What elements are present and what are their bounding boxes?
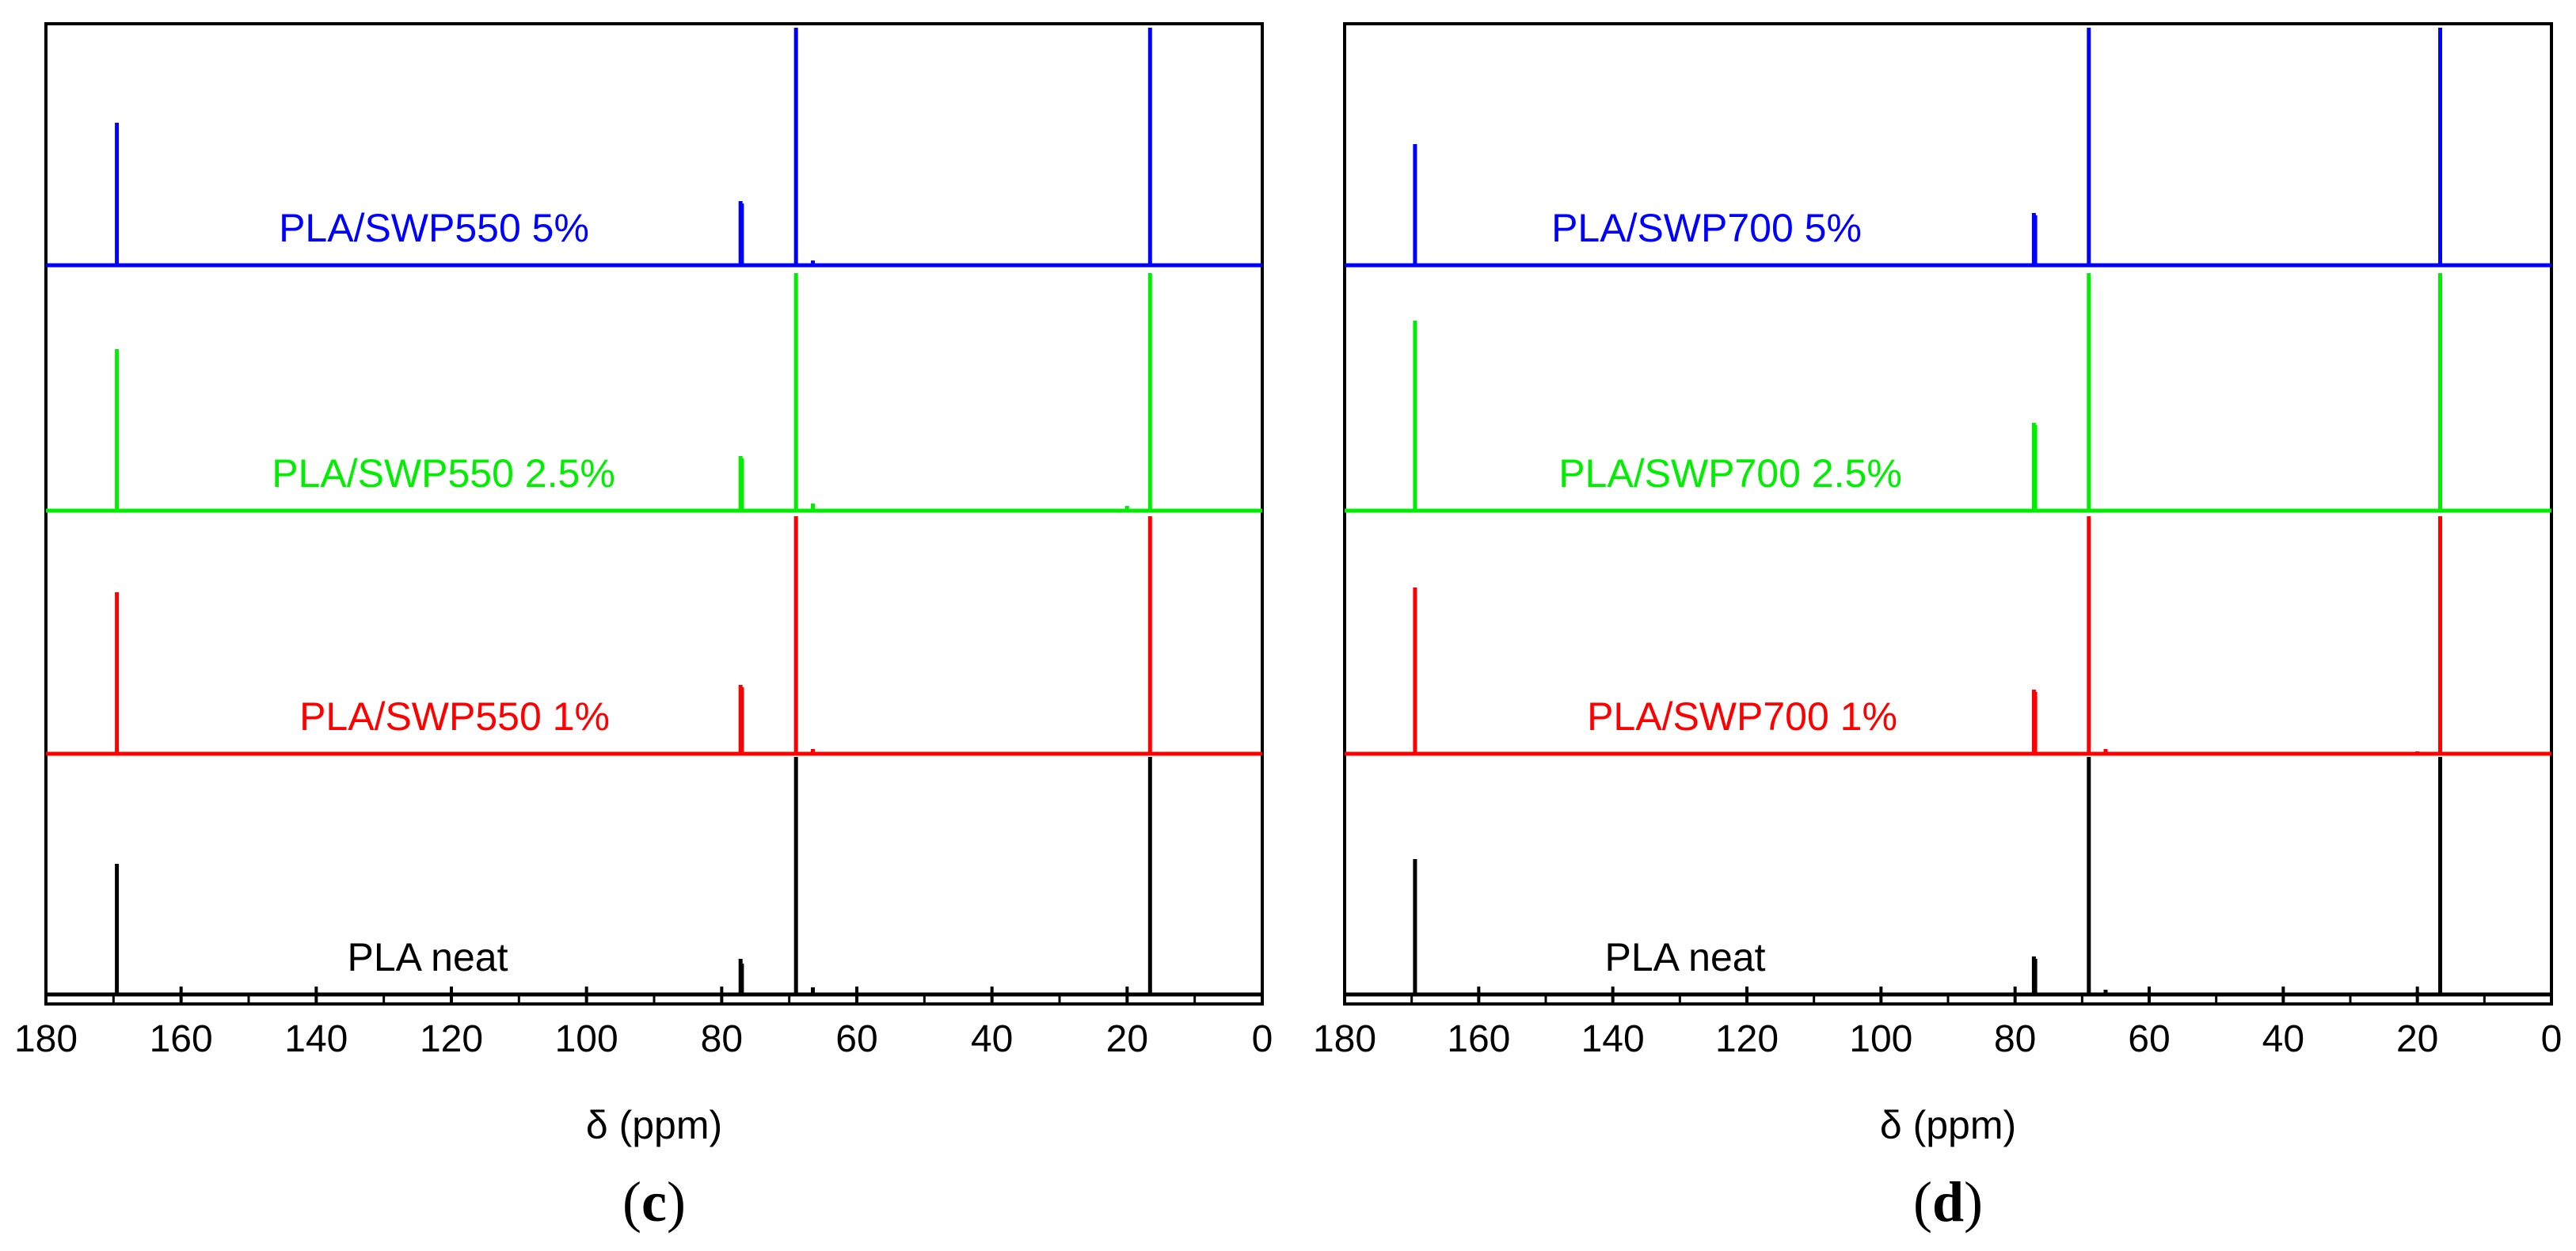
series-trace-1	[1345, 516, 2551, 756]
x-tick-label: 0	[1252, 1018, 1273, 1060]
series-label: PLA/SWP550 2.5%	[272, 451, 615, 496]
series-trace-2	[46, 273, 1262, 513]
panel-c-chart: PLA neat PLA/SWP550 1% PLA/SWP550 2.5% PLA/…	[14, 22, 1273, 1234]
x-tick-label: 20	[2396, 1018, 2438, 1060]
series-label: PLA neat	[1605, 935, 1766, 979]
x-tick-label: 180	[14, 1018, 78, 1060]
x-axis-title: δ (ppm)	[1880, 1103, 2016, 1147]
x-tick-label: 180	[1313, 1018, 1376, 1060]
x-tick-label: 80	[701, 1018, 743, 1060]
x-tick-label: 60	[2128, 1018, 2170, 1060]
series-trace-2	[1345, 273, 2551, 513]
plot-frame	[1343, 22, 2553, 1006]
x-tick-label: 140	[1581, 1018, 1645, 1060]
series-label: PLA neat	[348, 935, 508, 979]
x-tick-label: 100	[555, 1018, 618, 1060]
x-tick-label: 0	[2541, 1018, 2563, 1060]
series-label: PLA/SWP700 2.5%	[1558, 451, 1902, 496]
x-tick-label: 160	[1447, 1018, 1510, 1060]
panel-caption: (c)	[622, 1170, 686, 1234]
panel-caption: (d)	[1913, 1170, 1983, 1234]
series-trace-0	[46, 757, 1262, 997]
plot-frame	[44, 22, 1264, 1006]
x-tick-label: 20	[1106, 1018, 1148, 1060]
x-tick-label: 120	[1715, 1018, 1779, 1060]
series-trace-0	[1345, 757, 2551, 997]
x-axis-title: δ (ppm)	[586, 1103, 722, 1147]
series-label: PLA/SWP700 1%	[1587, 694, 1897, 739]
x-tick-label: 60	[835, 1018, 877, 1060]
series-trace-1	[46, 516, 1262, 756]
x-tick-label: 40	[971, 1018, 1013, 1060]
x-tick-label: 80	[1994, 1018, 2036, 1060]
series-label: PLA/SWP550 5%	[279, 206, 589, 250]
x-tick-label: 140	[284, 1018, 348, 1060]
series-label: PLA/SWP700 5%	[1551, 206, 1862, 250]
panel-d-chart: PLA neat PLA/SWP700 1% PLA/SWP700 2.5% PLA/…	[1313, 22, 2563, 1234]
series-trace-3	[46, 28, 1262, 268]
x-tick-label: 120	[420, 1018, 483, 1060]
series-label: PLA/SWP550 1%	[299, 694, 610, 739]
x-tick-label: 100	[1849, 1018, 1912, 1060]
series-trace-3	[1345, 28, 2551, 268]
x-tick-label: 40	[2262, 1018, 2304, 1060]
x-tick-label: 160	[150, 1018, 213, 1060]
